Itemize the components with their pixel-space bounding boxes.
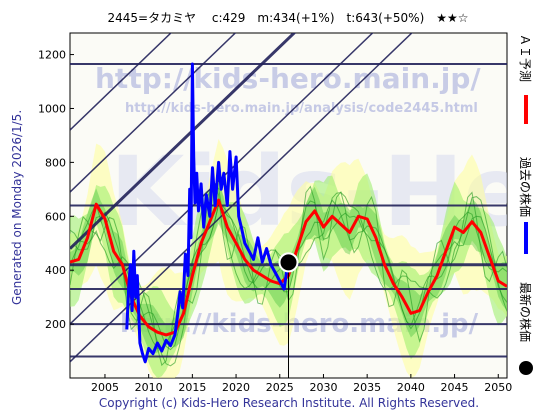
legend-past-label: 過去の株価 — [518, 157, 533, 217]
trend-lines — [70, 33, 413, 363]
y-tick-label: 800 — [45, 156, 66, 169]
trend-line — [70, 33, 237, 193]
copyright-text: Copyright (c) Kids-Hero Research Institu… — [99, 396, 479, 410]
x-tick-label: 2040 — [397, 381, 425, 394]
x-tick-label: 2030 — [309, 381, 337, 394]
y-tick-label: 1200 — [38, 49, 66, 62]
x-tick-label: 2015 — [178, 381, 206, 394]
x-tick-label: 2010 — [135, 381, 163, 394]
past-price-line — [125, 62, 290, 364]
generated-note: Generated on Monday 2026/1/5. — [10, 110, 24, 305]
watermark-top: http://kids-hero.main.jp/ — [95, 62, 481, 95]
legend: ＡＩ予測 過去の株価 最新の株価 — [518, 34, 533, 375]
y-tick-label: 600 — [45, 210, 66, 223]
chart-title: 2445=タカミヤ c:429 m:434(+1%) t:643(+50%) ★… — [107, 11, 468, 25]
legend-latest-swatch — [519, 361, 533, 375]
trend-line — [70, 33, 413, 363]
x-tick-label: 2045 — [441, 381, 469, 394]
y-tick-label: 400 — [45, 264, 66, 277]
x-tick-label: 2005 — [91, 381, 119, 394]
trend-line — [70, 33, 374, 325]
current-price-marker — [278, 252, 299, 273]
x-tick-label: 2035 — [353, 381, 381, 394]
x-axis: 2005 2010 2015 2020 2025 2030 2035 2040 2045 2050 — [91, 374, 512, 394]
x-tick-label: 2025 — [266, 381, 294, 394]
x-tick-label: 2020 — [222, 381, 250, 394]
y-axis: 200 400 600 800 1000 1200 — [38, 49, 74, 331]
trend-line — [70, 33, 172, 131]
x-tick-label: 2050 — [484, 381, 512, 394]
legend-latest-label: 最新の株価 — [518, 282, 533, 342]
trend-line — [70, 33, 297, 250]
legend-ai-label: ＡＩ予測 — [518, 34, 532, 82]
y-tick-label: 200 — [45, 318, 66, 331]
watermark-mid: http://kids-hero.main.jp/analysis/code24… — [125, 101, 478, 116]
y-tick-label: 1000 — [38, 102, 66, 115]
